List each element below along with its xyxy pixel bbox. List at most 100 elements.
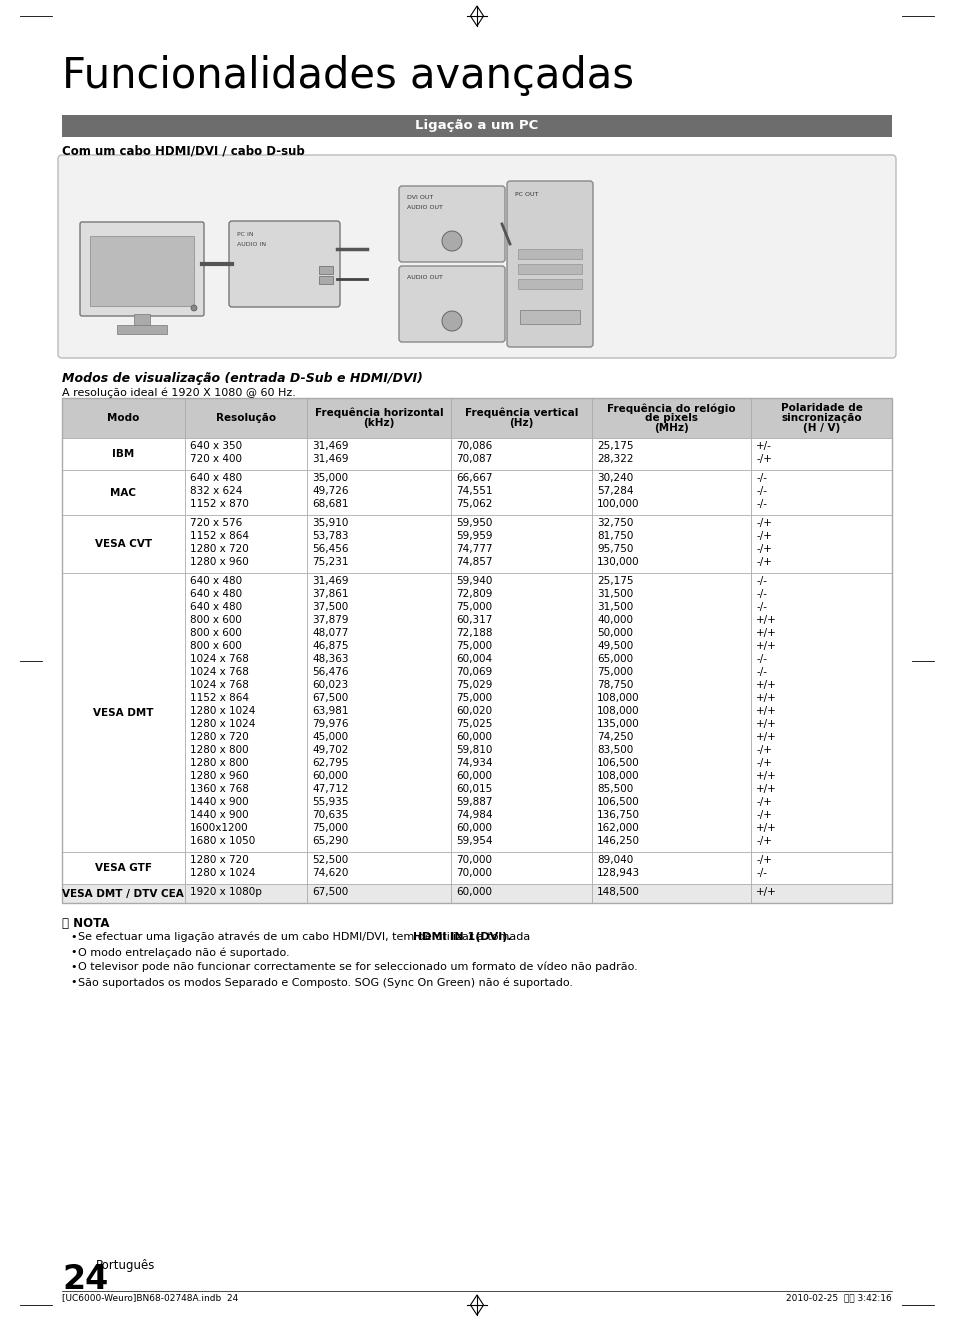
Text: 46,875: 46,875 [313,641,349,651]
Text: 59,954: 59,954 [456,836,492,845]
Text: +/+: +/+ [756,719,776,729]
Text: 48,363: 48,363 [313,654,349,664]
Text: Frequência horizontal: Frequência horizontal [314,408,443,419]
Text: 67,500: 67,500 [313,694,349,703]
Text: Modo: Modo [107,413,139,423]
Text: 1920 x 1080p: 1920 x 1080p [190,886,261,897]
Text: 31,500: 31,500 [597,602,633,612]
Text: AUDIO OUT: AUDIO OUT [407,275,442,280]
Bar [62,398,891,439]
Text: 81,750: 81,750 [597,531,633,542]
Text: 59,810: 59,810 [456,745,492,756]
Text: 75,000: 75,000 [313,823,348,834]
Text: 74,250: 74,250 [597,732,633,742]
Text: 1280 x 1024: 1280 x 1024 [190,868,254,878]
Text: 162,000: 162,000 [597,823,639,834]
Text: 85,500: 85,500 [597,783,633,794]
Text: •: • [70,947,76,956]
Text: 37,861: 37,861 [313,589,349,598]
Text: 128,943: 128,943 [597,868,639,878]
Text: -/-: -/- [756,667,766,676]
Text: 45,000: 45,000 [313,732,348,742]
Text: 60,000: 60,000 [456,886,492,897]
Circle shape [191,305,196,310]
Bar [62,470,891,515]
Text: 106,500: 106,500 [597,797,639,807]
FancyBboxPatch shape [80,222,204,316]
Text: 1280 x 1024: 1280 x 1024 [190,705,254,716]
Text: 31,469: 31,469 [313,454,349,464]
Text: -/-: -/- [756,486,766,495]
Text: 70,069: 70,069 [456,667,492,676]
Text: -/+: -/+ [756,836,771,845]
Text: 24: 24 [62,1263,108,1296]
Text: 74,777: 74,777 [456,544,492,553]
Text: 640 x 480: 640 x 480 [190,473,242,483]
Bar [62,515,891,573]
Text: 49,500: 49,500 [597,641,633,651]
Text: Frequência do relógio: Frequência do relógio [607,403,735,413]
Text: (H / V): (H / V) [802,423,840,433]
Text: 30,240: 30,240 [597,473,633,483]
Text: 59,940: 59,940 [456,576,492,587]
Text: 70,635: 70,635 [313,810,349,820]
Text: 67,500: 67,500 [313,886,349,897]
Text: 1152 x 864: 1152 x 864 [190,694,249,703]
Text: +/+: +/+ [756,886,776,897]
Text: 1024 x 768: 1024 x 768 [190,654,249,664]
Text: -/+: -/+ [756,557,771,567]
Bar [62,852,891,884]
Text: AUDIO OUT: AUDIO OUT [407,205,442,210]
Text: 108,000: 108,000 [597,705,639,716]
Text: 1280 x 1024: 1280 x 1024 [190,719,254,729]
Text: 60,015: 60,015 [456,783,492,794]
Bar [117,325,167,334]
Text: 640 x 480: 640 x 480 [190,589,242,598]
Bar [62,439,891,470]
Bar [517,264,581,273]
Text: VESA GTF: VESA GTF [94,863,152,873]
Text: +/+: +/+ [756,641,776,651]
Text: •: • [70,933,76,942]
Text: 800 x 600: 800 x 600 [190,627,241,638]
Bar [517,248,581,259]
Text: 1280 x 800: 1280 x 800 [190,758,248,768]
Text: VESA DMT: VESA DMT [93,708,153,717]
Text: DVI OUT: DVI OUT [407,196,433,199]
Text: PC IN: PC IN [236,232,253,236]
Text: 1280 x 720: 1280 x 720 [190,732,248,742]
Text: -/+: -/+ [756,531,771,542]
Text: -/+: -/+ [756,797,771,807]
Text: 148,500: 148,500 [597,886,639,897]
Text: (kHz): (kHz) [363,417,395,428]
Text: 31,500: 31,500 [597,589,633,598]
Bar [133,314,150,326]
Text: 136,750: 136,750 [597,810,639,820]
Text: 106,500: 106,500 [597,758,639,768]
Text: 720 x 576: 720 x 576 [190,518,242,528]
Text: 74,857: 74,857 [456,557,492,567]
Text: 65,000: 65,000 [597,654,633,664]
Text: ⎙ NOTA: ⎙ NOTA [62,917,110,930]
Text: 100,000: 100,000 [597,499,639,509]
Text: Ligação a um PC: Ligação a um PC [415,119,538,132]
Text: 75,029: 75,029 [456,680,492,690]
Text: 1152 x 864: 1152 x 864 [190,531,249,542]
Text: 59,950: 59,950 [456,518,492,528]
Text: 37,500: 37,500 [313,602,349,612]
Text: São suportados os modos Separado e Composto. SOG (Sync On Green) não é suportado: São suportados os modos Separado e Compo… [78,978,573,988]
Text: VESA CVT: VESA CVT [94,539,152,550]
Text: 56,456: 56,456 [313,544,349,553]
Text: 28,322: 28,322 [597,454,633,464]
Text: 60,000: 60,000 [313,771,348,781]
Text: 60,004: 60,004 [456,654,492,664]
Text: 1280 x 960: 1280 x 960 [190,557,248,567]
Text: 35,000: 35,000 [313,473,348,483]
Text: 800 x 600: 800 x 600 [190,616,241,625]
Text: A resolução ideal é 1920 X 1080 @ 60 Hz.: A resolução ideal é 1920 X 1080 @ 60 Hz. [62,388,295,399]
Text: +/+: +/+ [756,771,776,781]
Text: -/-: -/- [756,473,766,483]
FancyBboxPatch shape [398,186,504,262]
FancyBboxPatch shape [58,155,895,358]
Text: 37,879: 37,879 [313,616,349,625]
